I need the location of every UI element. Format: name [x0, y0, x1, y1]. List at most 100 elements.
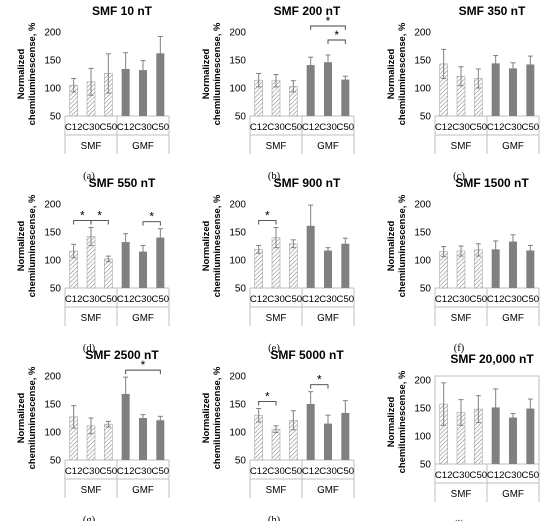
significance-bracket	[310, 384, 329, 389]
y-tick-label: 100	[414, 432, 431, 443]
bar-smf	[456, 250, 466, 289]
x-category-label: C12	[65, 122, 83, 133]
x-category-label: C12	[302, 466, 320, 477]
panel-label: (b)	[268, 171, 281, 182]
chart-title: SMF 20,000 nT	[450, 352, 534, 366]
x-group-label: SMF	[266, 485, 287, 496]
x-category-label: C30	[452, 122, 470, 133]
bar-gmf	[139, 70, 147, 116]
x-category-label: C30	[319, 466, 337, 477]
bar-gmf	[121, 242, 130, 288]
x-category-label: C12	[435, 294, 453, 305]
y-axis-label-line: Normalized	[385, 220, 396, 271]
chart-panel: SMF 550 nT Normalizedchemiluminescense, %…	[15, 176, 170, 354]
y-axis-label-line: chemiluminescense, %	[396, 194, 407, 297]
chart-title: SMF 2500 nT	[85, 348, 159, 362]
x-category-label: C50	[152, 122, 170, 133]
y-tick-label: 200	[44, 28, 61, 39]
bar-gmf	[341, 243, 350, 288]
x-category-label: C12	[65, 294, 83, 305]
x-category-label: C12	[435, 122, 453, 133]
bar-gmf	[139, 251, 147, 288]
x-category-label: C12	[302, 122, 320, 133]
bar-gmf	[509, 241, 517, 288]
y-axis-label: Normalizedchemiluminescense, %	[200, 366, 222, 469]
x-category-label: C50	[337, 122, 355, 133]
x-category-label: C50	[100, 294, 118, 305]
x-group-label: GMF	[502, 489, 524, 500]
chart-title: SMF 550 nT	[89, 176, 156, 190]
x-group-label: SMF	[266, 141, 287, 152]
x-category-label: C12	[250, 294, 268, 305]
bar-gmf	[121, 393, 130, 460]
x-category-label: C30	[134, 466, 152, 477]
x-category-label: C30	[504, 470, 522, 481]
bar-gmf	[526, 64, 535, 116]
x-category-label: C50	[522, 470, 540, 481]
x-category-label: C30	[134, 294, 152, 305]
significance-bracket	[125, 369, 161, 375]
panel-label: (h)	[268, 515, 281, 521]
x-category-label: C30	[452, 294, 470, 305]
y-tick-label: 100	[44, 428, 61, 439]
y-axis-label-line: Normalized	[385, 48, 396, 99]
x-category-label: C12	[117, 466, 135, 477]
x-category-label: C30	[82, 294, 100, 305]
y-axis-label: Normalizedchemiluminescense, %	[15, 366, 37, 469]
y-tick-label: 100	[44, 256, 61, 267]
bar-smf	[289, 243, 298, 289]
x-category-label: C30	[82, 466, 100, 477]
chart-title: SMF 1500 nT	[455, 176, 529, 190]
x-category-label: C12	[487, 470, 505, 481]
y-axis-label: Normalizedchemiluminescense, %	[15, 22, 37, 125]
bar-gmf	[341, 412, 350, 460]
x-category-label: C50	[285, 122, 303, 133]
y-tick-label: 150	[229, 56, 246, 67]
bar-gmf	[491, 407, 500, 464]
x-category-label: C30	[504, 294, 522, 305]
x-category-label: C12	[117, 122, 135, 133]
x-group-label: GMF	[317, 141, 339, 152]
y-tick-label: 50	[50, 112, 62, 123]
chart-panel: SMF 200 nT Normalizedchemiluminescense, %…	[200, 4, 355, 182]
y-tick-label: 150	[414, 228, 431, 239]
y-tick-label: 50	[420, 284, 432, 295]
y-axis-label-line: chemiluminescense, %	[211, 22, 222, 125]
y-tick-label: 100	[414, 256, 431, 267]
significance-bracket	[310, 25, 346, 30]
x-group-label: SMF	[266, 313, 287, 324]
y-tick-label: 150	[229, 228, 246, 239]
panel-label: (e)	[268, 343, 280, 354]
x-group-label: GMF	[132, 313, 154, 324]
y-tick-label: 50	[235, 112, 247, 123]
y-axis-label-line: chemiluminescense, %	[396, 370, 407, 473]
panel-label: (f)	[454, 343, 465, 354]
y-tick-label: 100	[229, 84, 246, 95]
y-axis-label-line: chemiluminescense, %	[26, 194, 37, 297]
x-group-label: GMF	[132, 485, 154, 496]
y-tick-label: 50	[50, 284, 62, 295]
x-category-label: C30	[319, 294, 337, 305]
bar-gmf	[306, 65, 315, 116]
bar-gmf	[491, 249, 500, 288]
y-axis-label-line: chemiluminescense, %	[26, 22, 37, 125]
x-group-label: GMF	[317, 485, 339, 496]
y-axis-label-line: Normalized	[200, 392, 211, 443]
y-tick-label: 200	[229, 200, 246, 211]
y-axis-label-line: chemiluminescense, %	[26, 366, 37, 469]
y-tick-label: 200	[414, 200, 431, 211]
chart-panel: SMF 1500 nT Normalizedchemiluminescense, …	[385, 176, 540, 354]
y-axis-label-line: Normalized	[15, 392, 26, 443]
x-category-label: C50	[470, 294, 488, 305]
x-category-label: C50	[152, 294, 170, 305]
chart-title: SMF 10 nT	[92, 4, 153, 18]
panel-label: (g)	[83, 515, 96, 521]
chart-title: SMF 5000 nT	[270, 348, 344, 362]
x-group-label: GMF	[317, 313, 339, 324]
y-tick-label: 50	[235, 284, 247, 295]
bar-gmf	[156, 53, 165, 116]
x-category-label: C12	[250, 122, 268, 133]
chart-panel: SMF 5000 nT Normalizedchemiluminescense, …	[200, 348, 355, 521]
bar-gmf	[509, 417, 517, 464]
significance-marker: *	[141, 358, 146, 372]
